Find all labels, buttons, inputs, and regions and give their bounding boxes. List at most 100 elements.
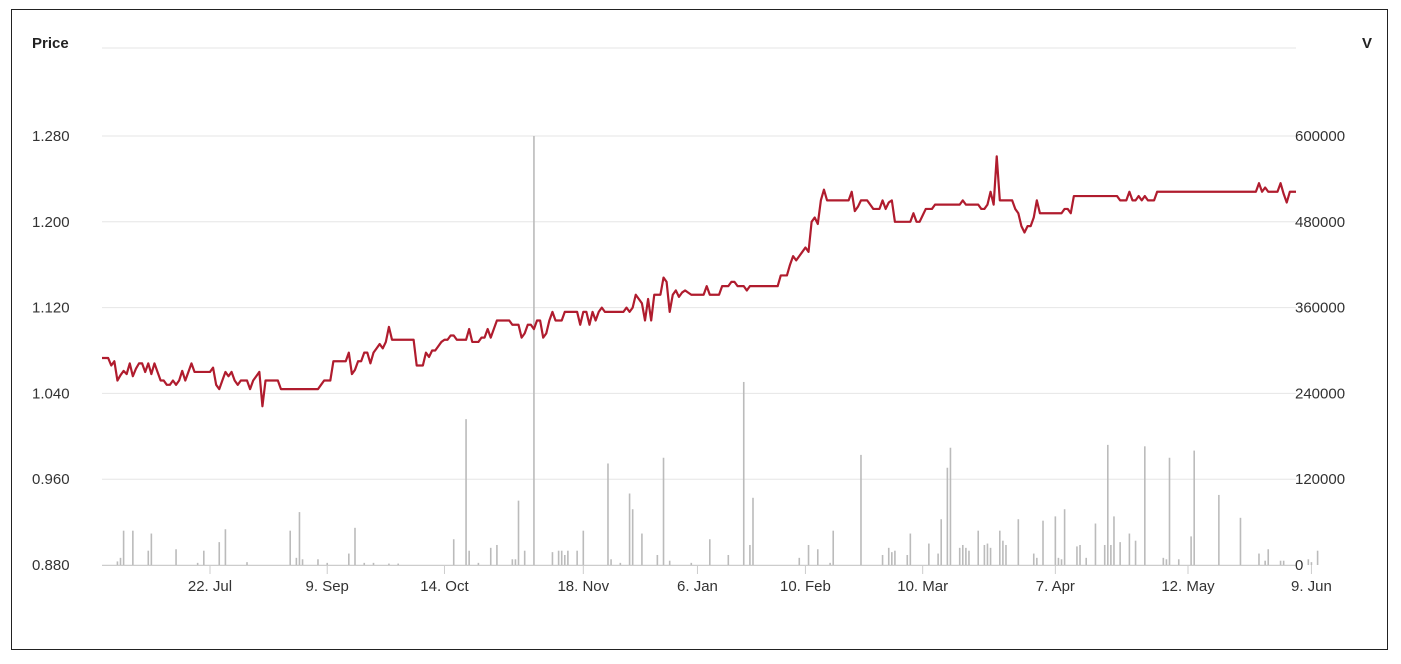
volume-bar xyxy=(909,533,912,565)
volume-bar xyxy=(977,530,980,565)
x-tick-label: 9. Jun xyxy=(1291,578,1332,595)
volume-bar xyxy=(1085,557,1087,565)
volume-tick-label: 240000 xyxy=(1295,385,1345,402)
volume-bar xyxy=(1239,517,1242,565)
price-line xyxy=(102,155,1296,408)
volume-bar xyxy=(301,559,304,565)
volume-bar xyxy=(489,547,492,565)
volume-bar xyxy=(1258,553,1260,565)
volume-bar xyxy=(690,562,693,565)
volume-bar xyxy=(452,539,455,565)
price-volume-chart: 1.280 1.200 1.120 1.040 0.960 0.880 600000 480… xyxy=(32,35,1372,595)
volume-bar xyxy=(1144,446,1146,565)
volume-bar xyxy=(1267,549,1270,565)
volume-bar xyxy=(582,530,585,565)
volume-bar xyxy=(607,463,609,565)
volume-bar xyxy=(1310,562,1313,565)
volume-bar xyxy=(1054,516,1057,565)
volume-bar xyxy=(372,562,375,565)
volume-bar xyxy=(517,500,520,565)
volume-bar xyxy=(363,562,366,565)
volume-bar xyxy=(983,544,986,565)
volume-bar xyxy=(891,552,893,565)
volume-axis: 600000 480000 360000 240000 120000 0 xyxy=(1295,128,1345,574)
volume-bar xyxy=(1307,559,1310,565)
volume-tick-label: 480000 xyxy=(1295,214,1345,231)
grid xyxy=(102,47,1296,566)
volume-bar xyxy=(465,419,467,565)
x-tick-label: 22. Jul xyxy=(188,578,232,595)
volume-bar xyxy=(965,547,967,565)
volume-bar xyxy=(928,543,930,565)
volume-tick-label: 0 xyxy=(1295,557,1303,574)
volume-bar xyxy=(937,553,939,565)
volume-bar xyxy=(132,530,134,565)
volume-bar xyxy=(1165,559,1168,565)
volume-bar xyxy=(317,559,319,565)
volume-bar xyxy=(354,527,356,565)
volume-bar xyxy=(1264,560,1266,565)
price-tick-label: 1.040 xyxy=(32,385,70,402)
volume-bar xyxy=(656,554,659,565)
volume-bar xyxy=(1060,559,1063,565)
volume-bar xyxy=(1103,544,1106,565)
volume-bar xyxy=(1218,494,1220,565)
volume-bar xyxy=(946,467,949,565)
volume-bar xyxy=(514,559,517,565)
volume-bar xyxy=(567,550,569,565)
volume-bar xyxy=(860,454,862,565)
price-tick-label: 0.960 xyxy=(32,471,70,488)
volume-bar xyxy=(1119,542,1121,565)
volume-bar xyxy=(1002,540,1004,565)
volume-bar xyxy=(1134,540,1137,565)
x-axis: 22. Jul 9. Sep 14. Oct 18. Nov 6. Jan 10. Feb… xyxy=(188,565,1332,595)
volume-bar xyxy=(1107,444,1109,565)
volume-bar xyxy=(968,550,970,565)
volume-bar xyxy=(388,563,390,565)
volume-bar xyxy=(881,554,884,565)
volume-bar xyxy=(560,550,563,565)
volume-tick-label: 360000 xyxy=(1295,300,1345,317)
volume-bar xyxy=(749,544,751,565)
x-tick-label: 10. Mar xyxy=(897,578,948,595)
volume-bar xyxy=(533,136,535,565)
price-tick-label: 1.120 xyxy=(32,300,70,317)
x-tick-label: 7. Apr xyxy=(1036,578,1075,595)
volume-bar xyxy=(147,550,150,565)
volume-bar xyxy=(468,550,470,565)
volume-axis-title: V xyxy=(1362,35,1372,52)
volume-bar xyxy=(999,530,1001,565)
volume-bar xyxy=(1063,509,1066,565)
volume-bar xyxy=(523,550,526,565)
volume-bars xyxy=(116,136,1319,565)
volume-bar xyxy=(1162,557,1165,565)
x-tick-label: 6. Jan xyxy=(677,578,718,595)
x-tick-label: 14. Oct xyxy=(420,578,469,595)
volume-bar xyxy=(551,552,554,565)
volume-bar xyxy=(289,530,291,565)
volume-bar xyxy=(641,533,643,565)
volume-bar xyxy=(949,447,952,565)
volume-bar xyxy=(203,550,205,565)
volume-bar xyxy=(1079,544,1081,565)
volume-bar xyxy=(752,497,754,565)
volume-bar xyxy=(563,554,566,565)
volume-bar xyxy=(1279,560,1282,565)
volume-bar xyxy=(224,529,227,565)
volume-bar xyxy=(628,493,631,565)
volume-bar xyxy=(119,557,122,565)
price-axis-title: Price xyxy=(32,35,69,52)
volume-bar xyxy=(1032,553,1035,565)
volume-bar xyxy=(326,562,329,565)
volume-bar xyxy=(940,519,942,565)
volume-bar xyxy=(1110,544,1112,565)
volume-bar xyxy=(1094,523,1097,565)
x-tick-label: 18. Nov xyxy=(557,578,609,595)
x-tick-label: 10. Feb xyxy=(780,578,831,595)
volume-bar xyxy=(986,543,989,565)
volume-bar xyxy=(668,560,671,565)
volume-bar xyxy=(496,544,498,565)
volume-bar xyxy=(1057,557,1060,565)
price-tick-label: 1.200 xyxy=(32,214,70,231)
volume-bar xyxy=(619,562,622,565)
